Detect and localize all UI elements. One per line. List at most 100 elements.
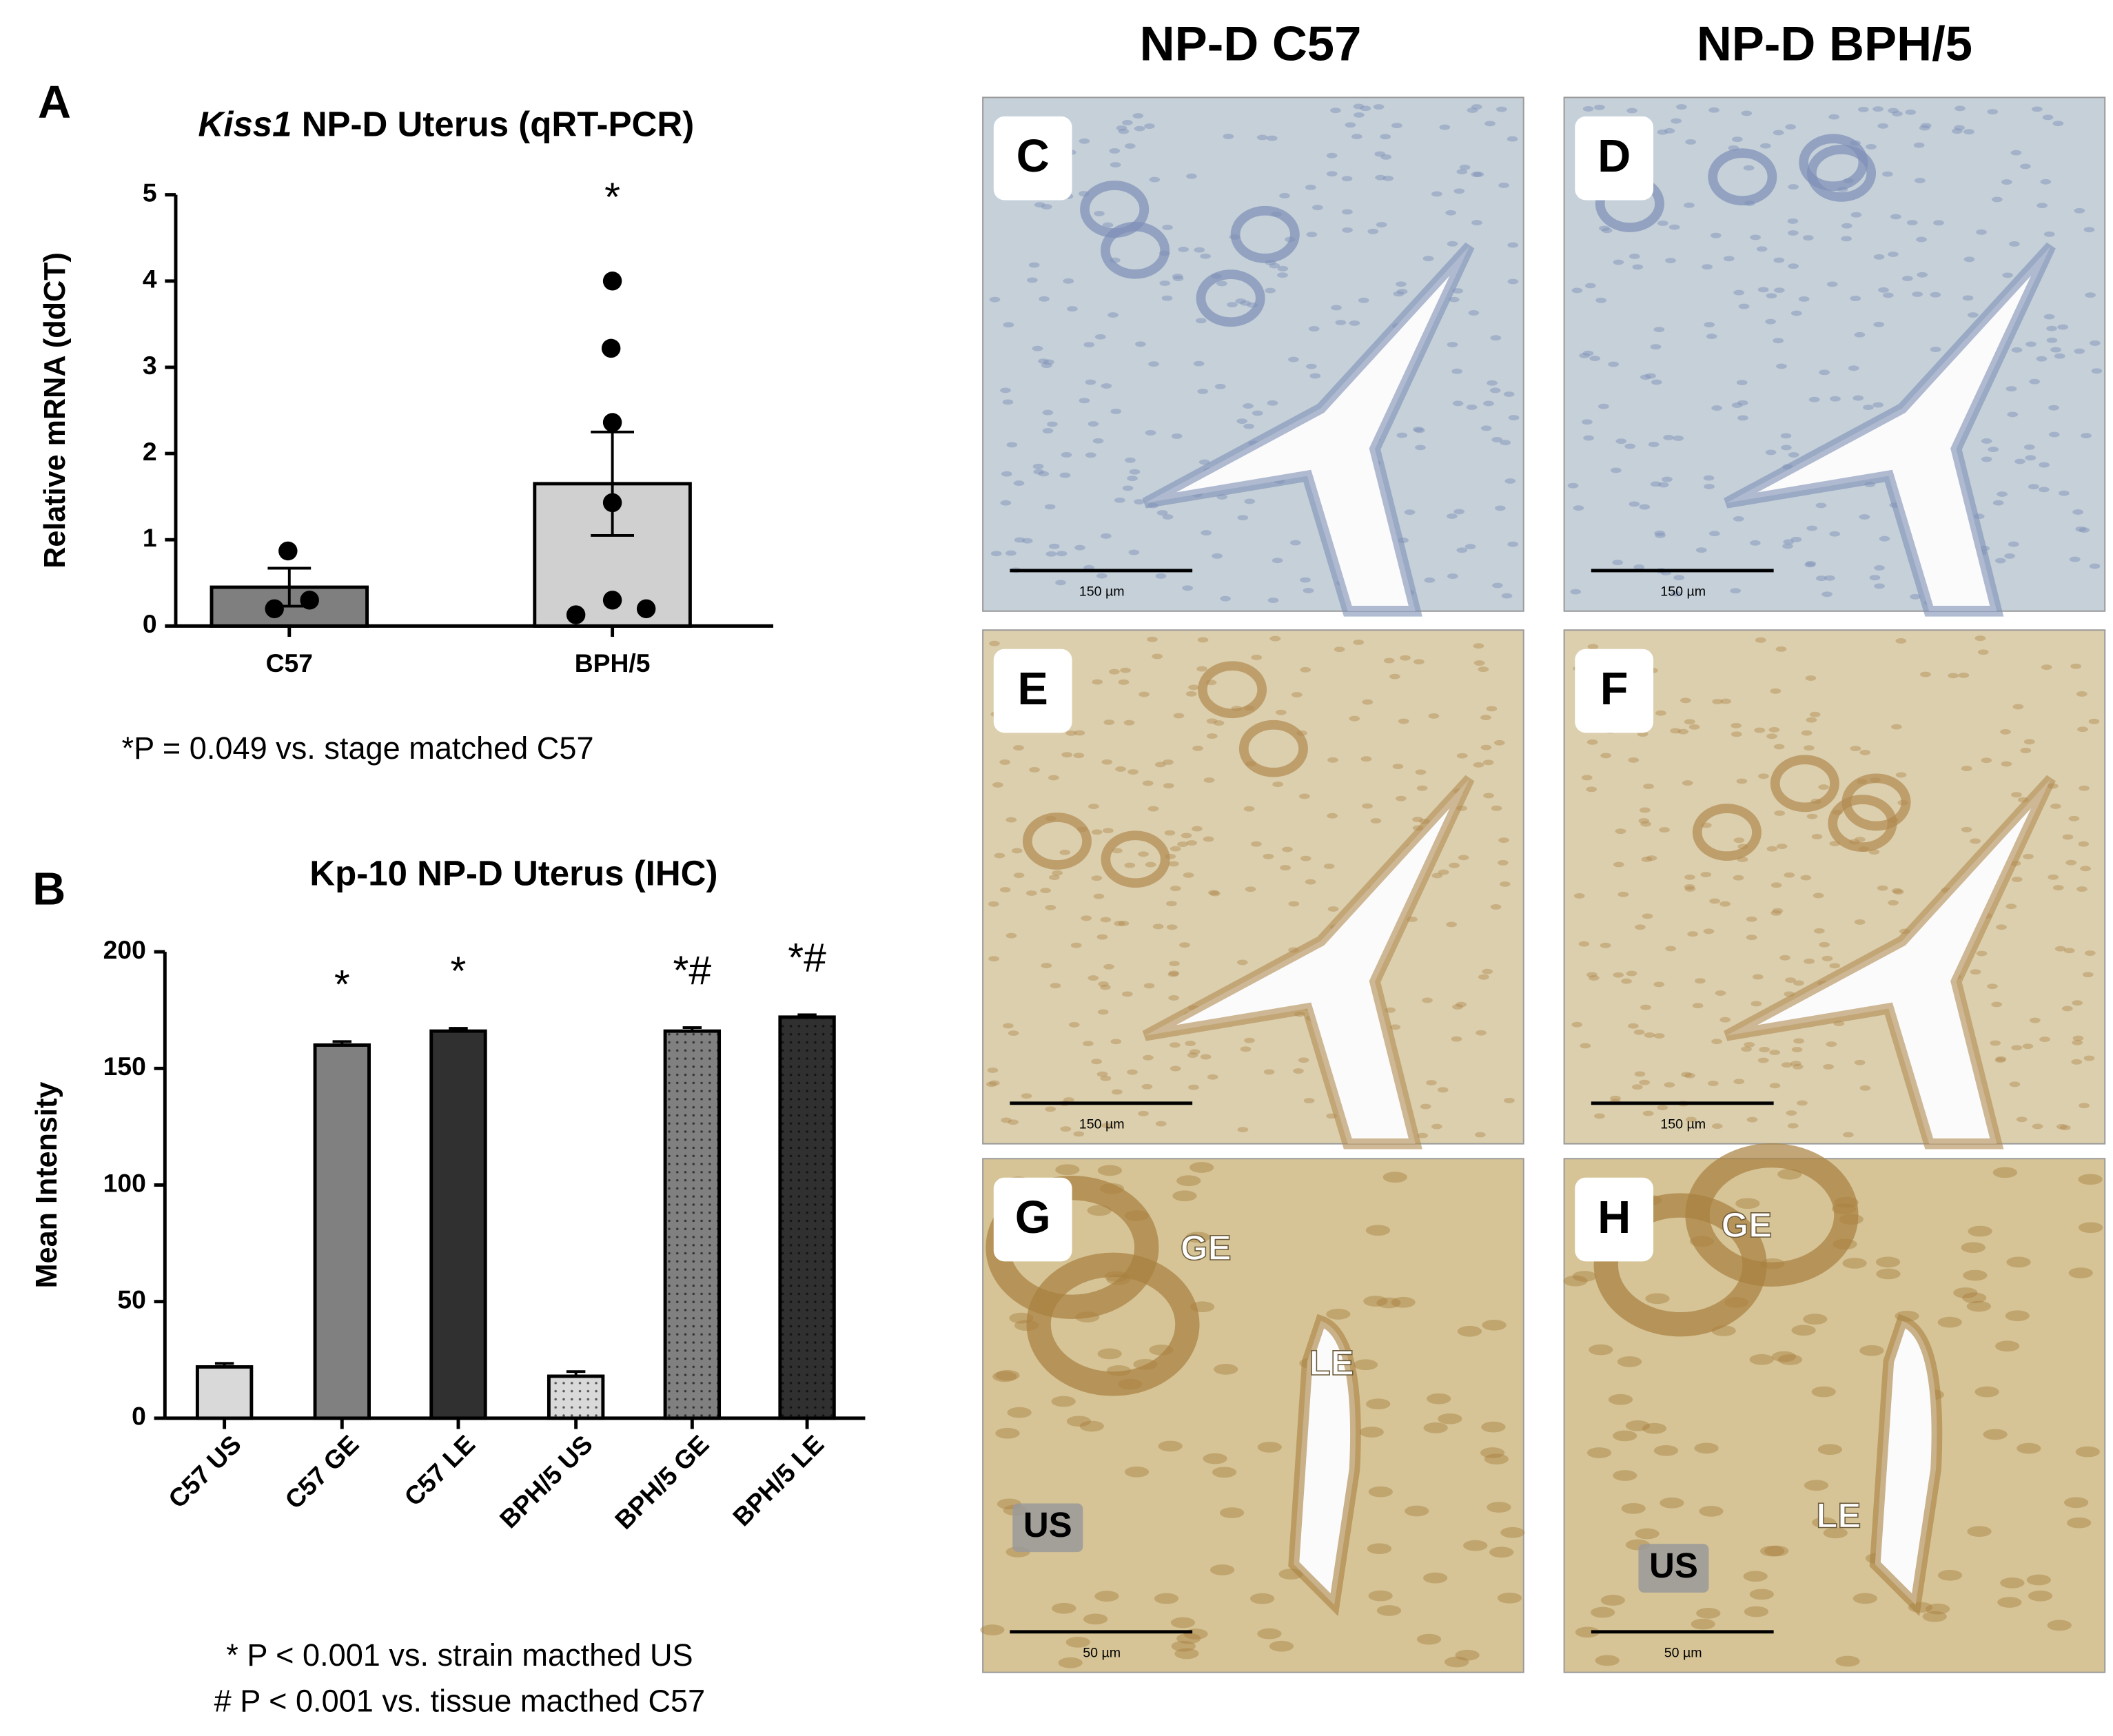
cell-nucleus [1484,1453,1509,1465]
cell-nucleus [1289,540,1301,546]
cell-nucleus [1122,119,1133,125]
cell-nucleus [2048,431,2060,438]
cell-nucleus [2054,946,2066,952]
cell-nucleus [1684,886,1696,892]
cell-nucleus [1813,892,1824,899]
cell-nucleus [1659,827,1670,833]
cell-nucleus [1448,296,1460,303]
cell-nucleus [1178,246,1190,252]
cell-nucleus [1633,564,1645,570]
cell-nucleus [2040,178,2052,185]
cell-nucleus [1843,1132,1854,1138]
cell-nucleus [1073,753,1085,759]
cell-nucleus [1081,915,1092,921]
cell-nucleus [2036,356,2048,362]
cell-nucleus [1396,289,1408,295]
cell-nucleus [1653,981,1665,988]
cell-nucleus [1456,547,1468,553]
cell-nucleus [1375,174,1386,181]
panel-letter: G [1015,1192,1051,1243]
y-axis-label: Mean Intensity [30,1082,63,1289]
cell-nucleus [1677,728,1689,735]
cell-nucleus [1466,404,1478,410]
cell-nucleus [1463,1540,1488,1551]
cell-nucleus [1438,1413,1462,1424]
cell-nucleus [2005,1310,2030,1322]
panel-letter-box [993,116,1072,201]
cell-nucleus [1772,908,1784,914]
cell-nucleus [1235,298,1247,304]
lumen [1142,242,1475,617]
cell-nucleus [1750,1001,1762,1007]
y-tick-label: 0 [143,609,157,638]
cell-nucleus [1417,1132,1429,1138]
footnote: *P = 0.049 vs. stage matched C57 [122,731,594,766]
cell-nucleus [1730,588,1741,594]
data-point [602,413,622,432]
cell-nucleus [1360,756,1372,762]
cell-nucleus [1362,803,1373,809]
cell-nucleus [1096,934,1108,940]
cell-nucleus [2046,337,2058,343]
cell-nucleus [1237,1127,1249,1133]
cell-nucleus [1456,753,1468,759]
cell-nucleus [1240,300,1252,306]
cell-nucleus [1079,138,1090,144]
cell-nucleus [1059,849,1071,855]
cell-nucleus [1107,312,1119,318]
cell-nucleus [1586,786,1597,793]
cell-nucleus [2075,526,2087,532]
cell-nucleus [1125,457,1136,463]
gland [1101,221,1170,279]
cell-nucleus [2078,841,2090,847]
cell-nucleus [1380,134,1391,140]
cell-nucleus [2072,1035,2084,1041]
cell-nucleus [1818,784,1829,790]
cell-nucleus [1850,746,1861,752]
cell-nucleus [1169,961,1180,967]
cell-nucleus [1774,810,1786,816]
gland [1828,795,1897,852]
cell-nucleus [1116,125,1127,131]
cell-nucleus [1648,441,1660,447]
cell-nucleus [1223,134,1234,139]
cell-nucleus [2088,718,2100,724]
cell-nucleus [1087,1205,1112,1216]
cell-nucleus [1203,1453,1227,1464]
cell-nucleus [1353,640,1365,645]
panel-letter: D [1597,131,1631,182]
cell-nucleus [1427,1393,1451,1405]
cell-nucleus [1804,745,1815,751]
cell-nucleus [1962,295,1974,301]
cell-nucleus [1873,254,1885,260]
cell-nucleus [2000,1577,2025,1589]
cell-nucleus [2072,509,2083,515]
cell-nucleus [1467,108,1478,113]
cell-nucleus [1497,859,1509,866]
cell-nucleus [2054,353,2065,359]
cell-nucleus [1655,532,1666,538]
cell-nucleus [1038,358,1049,365]
cell-nucleus [1639,1079,1651,1085]
cell-nucleus [2070,663,2081,669]
cell-nucleus [1791,1047,1803,1052]
cell-nucleus [1792,1063,1804,1070]
cell-nucleus [1680,697,1691,704]
cell-nucleus [1684,884,1695,890]
cell-nucleus [1657,1105,1668,1111]
lumen [1724,775,2056,1150]
cell-nucleus [1481,1421,1506,1433]
cell-nucleus [1642,913,1653,919]
cell-nucleus [1654,530,1666,536]
cell-nucleus [1882,171,1893,177]
cell-nucleus [1684,719,1695,725]
cell-nucleus [1188,684,1199,691]
cell-nucleus [1626,970,1637,977]
cell-nucleus [1804,1480,1829,1491]
cell-nucleus [1134,125,1145,132]
cell-nucleus [1802,235,1814,241]
cell-nucleus [1405,1505,1429,1517]
cell-nucleus [1094,210,1105,216]
cell-nucleus [1997,1597,2022,1608]
